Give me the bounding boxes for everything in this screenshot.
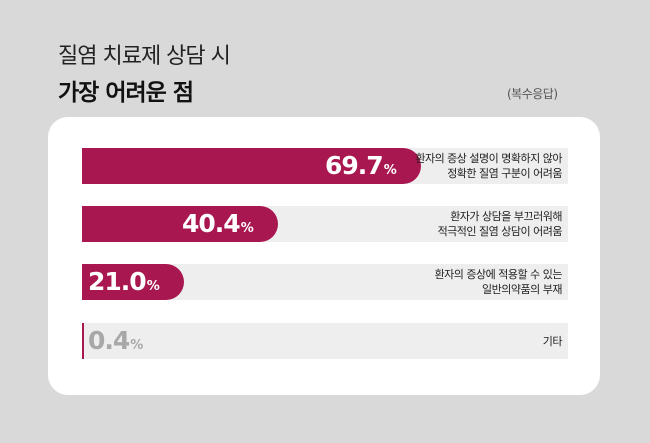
bar-row: 0.4% 기타 [82,323,568,359]
bar-value-label: 21.0% [88,267,160,301]
chart-title-line2: 가장 어려운 점 [58,80,194,106]
bar-value-unit: % [130,338,143,353]
category-label: 기타 [542,334,563,349]
bar [82,323,84,359]
category-label-line: 환자가 상담을 부끄러워해 [450,210,562,223]
bar-value-number: 0.4 [88,326,130,355]
category-label-line: 일반의약품의 부재 [482,283,562,296]
bar-value-number: 69.7 [325,151,384,180]
bar-value-number: 21.0 [88,267,147,296]
multiple-response-note: (복수응답) [507,87,558,101]
bar-value-number: 40.4 [182,209,241,238]
bar [82,264,184,300]
category-label-line: 적극적인 질염 상담이 어려움 [437,225,563,238]
category-label-line: 환자의 증상 설명이 명확하지 않아 [415,152,562,165]
chart-title-line1: 질염 치료제 상담 시 [58,44,231,69]
bar-value-unit: % [146,279,160,294]
bar [82,148,421,184]
bar-value-label: 0.4% [88,326,143,360]
category-label-line: 정확한 질염 구분이 어려움 [447,167,562,180]
bar-track [82,323,568,359]
bar-value-label: 69.7% [325,151,397,185]
bar-value-label: 40.4% [182,209,254,243]
bar-value-unit: % [240,221,254,236]
category-label-line: 환자의 증상에 적용할 수 있는 [434,268,563,281]
bar-value-unit: % [383,163,397,178]
bar [82,206,278,242]
category-label-line: 기타 [542,335,563,348]
